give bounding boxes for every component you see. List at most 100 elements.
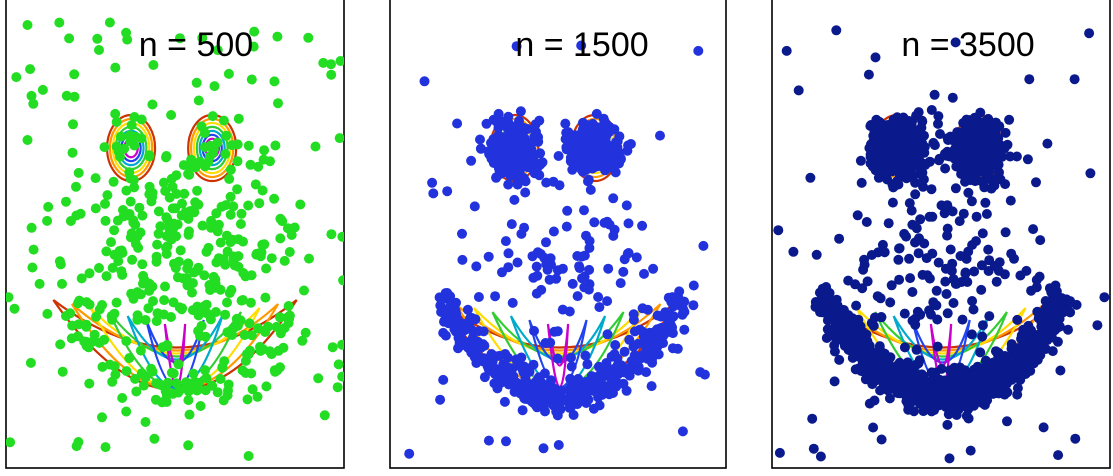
data-point xyxy=(27,262,38,273)
data-point xyxy=(443,316,454,327)
data-point xyxy=(940,263,951,274)
data-point xyxy=(834,233,845,244)
data-point xyxy=(877,156,888,167)
data-point xyxy=(26,90,37,101)
data-point xyxy=(147,99,158,110)
data-point xyxy=(918,397,928,408)
data-point xyxy=(212,45,223,56)
data-point xyxy=(615,278,626,289)
data-point xyxy=(911,359,922,370)
data-point xyxy=(94,45,104,55)
data-point xyxy=(927,400,938,411)
data-point xyxy=(137,210,148,221)
data-point xyxy=(228,255,239,266)
data-point xyxy=(491,117,502,127)
data-point xyxy=(1063,324,1073,335)
data-point xyxy=(232,184,243,195)
data-point xyxy=(873,172,884,183)
data-point xyxy=(918,181,928,192)
data-point xyxy=(818,307,829,317)
data-point xyxy=(494,350,505,361)
data-point xyxy=(1034,271,1045,282)
eye-contour xyxy=(195,125,229,171)
data-point xyxy=(438,374,449,385)
data-point xyxy=(269,193,280,204)
data-point xyxy=(466,155,477,166)
data-point xyxy=(201,299,212,310)
data-point xyxy=(593,292,604,302)
data-point xyxy=(523,162,534,173)
data-point xyxy=(967,240,978,250)
data-point xyxy=(1017,365,1028,375)
data-point xyxy=(602,296,613,307)
data-point xyxy=(855,155,866,166)
data-point xyxy=(97,361,108,372)
data-point xyxy=(326,69,337,80)
data-point xyxy=(566,361,577,372)
data-point xyxy=(851,300,862,311)
data-point xyxy=(955,251,966,261)
data-point xyxy=(69,91,80,102)
data-point xyxy=(247,384,258,395)
data-point xyxy=(604,122,615,132)
data-point xyxy=(197,32,208,43)
data-point xyxy=(547,390,558,401)
data-point xyxy=(158,177,169,188)
data-point xyxy=(572,291,583,302)
data-point xyxy=(623,218,634,229)
data-point xyxy=(863,359,874,370)
data-point xyxy=(866,250,877,260)
data-point xyxy=(451,308,462,319)
data-point xyxy=(140,417,151,427)
data-point xyxy=(597,151,608,161)
data-point xyxy=(1048,318,1059,329)
data-point xyxy=(121,366,132,377)
data-point xyxy=(1005,195,1016,206)
data-point xyxy=(540,338,551,348)
data-point xyxy=(510,381,521,392)
data-point xyxy=(111,141,122,152)
data-point xyxy=(609,158,620,169)
data-point xyxy=(178,273,189,284)
data-point xyxy=(319,410,330,421)
data-point xyxy=(279,255,290,266)
data-point xyxy=(633,338,643,349)
data-point xyxy=(76,273,87,284)
data-point xyxy=(256,344,267,355)
data-point xyxy=(536,284,547,295)
data-point xyxy=(589,151,600,161)
data-point xyxy=(874,144,885,155)
data-point xyxy=(67,147,78,158)
data-point xyxy=(100,215,111,226)
data-point xyxy=(112,215,123,226)
data-point xyxy=(532,402,543,413)
data-point xyxy=(278,342,289,353)
data-point xyxy=(101,246,112,257)
data-point xyxy=(909,406,919,417)
data-point xyxy=(698,240,709,251)
data-point xyxy=(621,200,632,211)
data-point xyxy=(261,263,272,274)
data-point xyxy=(153,206,164,217)
panel-2-marks xyxy=(404,40,710,459)
data-point xyxy=(915,309,926,320)
data-point xyxy=(1000,227,1011,238)
data-point xyxy=(491,172,502,183)
data-point xyxy=(245,159,256,170)
data-point xyxy=(631,252,642,263)
data-point xyxy=(907,381,918,392)
data-point xyxy=(474,326,485,337)
data-point xyxy=(932,341,943,352)
data-point xyxy=(576,251,587,262)
data-point xyxy=(335,56,344,66)
data-point xyxy=(452,118,463,129)
data-point xyxy=(538,443,549,454)
data-point xyxy=(457,254,468,265)
data-point xyxy=(967,132,978,143)
data-point xyxy=(994,257,1005,268)
data-point xyxy=(628,314,639,325)
data-point xyxy=(637,220,648,231)
data-point xyxy=(591,108,602,119)
data-point xyxy=(958,208,969,219)
data-point xyxy=(527,251,538,262)
